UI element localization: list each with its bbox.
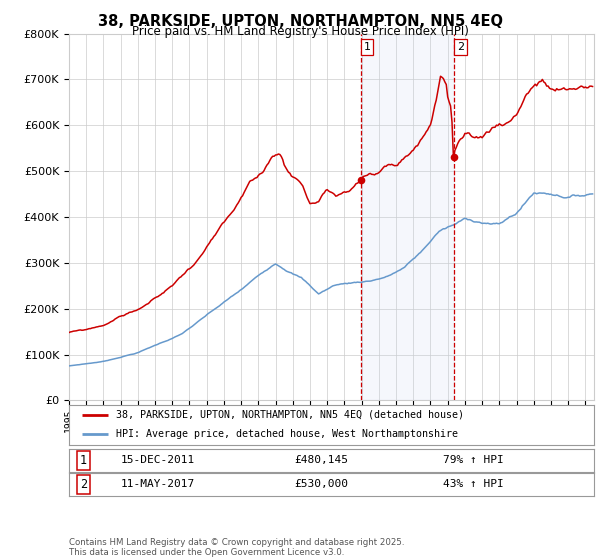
Text: 2: 2 (80, 478, 87, 491)
Text: 38, PARKSIDE, UPTON, NORTHAMPTON, NN5 4EQ (detached house): 38, PARKSIDE, UPTON, NORTHAMPTON, NN5 4E… (116, 410, 464, 420)
Text: HPI: Average price, detached house, West Northamptonshire: HPI: Average price, detached house, West… (116, 429, 458, 439)
Text: £530,000: £530,000 (294, 479, 348, 489)
Text: Price paid vs. HM Land Registry's House Price Index (HPI): Price paid vs. HM Land Registry's House … (131, 25, 469, 38)
Text: 15-DEC-2011: 15-DEC-2011 (121, 455, 196, 465)
Text: 79% ↑ HPI: 79% ↑ HPI (443, 455, 503, 465)
Text: 1: 1 (364, 42, 371, 52)
Bar (361, 34, 454, 400)
Text: 2: 2 (457, 42, 464, 52)
Text: 1: 1 (80, 454, 87, 467)
Text: 11-MAY-2017: 11-MAY-2017 (121, 479, 196, 489)
Text: £480,145: £480,145 (294, 455, 348, 465)
Text: Contains HM Land Registry data © Crown copyright and database right 2025.
This d: Contains HM Land Registry data © Crown c… (69, 538, 404, 557)
Text: 43% ↑ HPI: 43% ↑ HPI (443, 479, 503, 489)
Text: 38, PARKSIDE, UPTON, NORTHAMPTON, NN5 4EQ: 38, PARKSIDE, UPTON, NORTHAMPTON, NN5 4E… (97, 14, 503, 29)
